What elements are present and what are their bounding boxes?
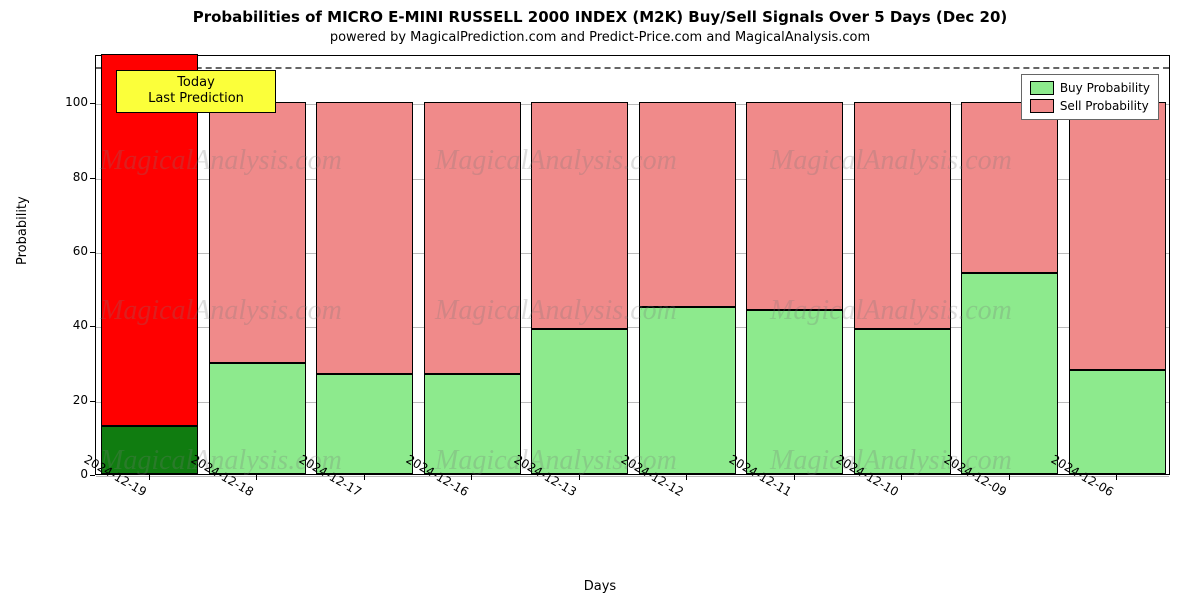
bar — [961, 102, 1058, 474]
bar-sell-segment — [209, 102, 306, 362]
legend-label: Sell Probability — [1060, 97, 1149, 115]
x-axis-label: Days — [0, 579, 1200, 594]
bar — [209, 102, 306, 474]
xtick-mark — [686, 475, 687, 480]
legend-label: Buy Probability — [1060, 79, 1150, 97]
bar-buy-segment — [1069, 370, 1166, 474]
xtick-mark — [471, 475, 472, 480]
ytick-mark — [90, 252, 95, 253]
bar-sell-segment — [746, 102, 843, 310]
xtick-mark — [794, 475, 795, 480]
bar-buy-segment — [639, 307, 736, 474]
bar — [1069, 102, 1166, 474]
today-annotation: TodayLast Prediction — [116, 70, 276, 113]
legend-item: Buy Probability — [1030, 79, 1150, 97]
bar — [101, 54, 198, 474]
bar — [424, 102, 521, 474]
xtick-mark — [256, 475, 257, 480]
legend-swatch — [1030, 99, 1054, 113]
chart-title: Probabilities of MICRO E-MINI RUSSELL 20… — [0, 8, 1200, 26]
ytick-mark — [90, 326, 95, 327]
legend-swatch — [1030, 81, 1054, 95]
legend-item: Sell Probability — [1030, 97, 1150, 115]
bar-sell-segment — [531, 102, 628, 329]
bar — [854, 102, 951, 474]
plot-area: TodayLast Prediction Buy ProbabilitySell … — [95, 55, 1170, 475]
ytick-label: 20 — [48, 393, 88, 407]
bar — [639, 102, 736, 474]
annotation-line: Last Prediction — [127, 91, 265, 107]
ytick-label: 40 — [48, 318, 88, 332]
xtick-mark — [901, 475, 902, 480]
bar-sell-segment — [316, 102, 413, 373]
bar — [316, 102, 413, 474]
bar-sell-segment — [424, 102, 521, 373]
reference-line — [96, 67, 1169, 69]
ytick-label: 100 — [48, 95, 88, 109]
ytick-mark — [90, 401, 95, 402]
xtick-mark — [579, 475, 580, 480]
bar — [746, 102, 843, 474]
chart-subtitle: powered by MagicalPrediction.com and Pre… — [0, 30, 1200, 45]
bar-buy-segment — [961, 273, 1058, 474]
bar-sell-segment — [639, 102, 736, 306]
ytick-mark — [90, 103, 95, 104]
xtick-mark — [1116, 475, 1117, 480]
bar — [531, 102, 628, 474]
ytick-label: 80 — [48, 170, 88, 184]
bar-sell-segment — [1069, 102, 1166, 370]
bar-buy-segment — [746, 310, 843, 474]
bar-sell-segment — [961, 102, 1058, 273]
xtick-mark — [364, 475, 365, 480]
legend: Buy ProbabilitySell Probability — [1021, 74, 1159, 120]
bar-sell-segment — [854, 102, 951, 329]
ytick-mark — [90, 178, 95, 179]
y-axis-label: Probability — [15, 196, 30, 265]
ytick-label: 0 — [48, 467, 88, 481]
ytick-mark — [90, 475, 95, 476]
xtick-mark — [149, 475, 150, 480]
xtick-mark — [1009, 475, 1010, 480]
ytick-label: 60 — [48, 244, 88, 258]
chart-container: Probabilities of MICRO E-MINI RUSSELL 20… — [0, 0, 1200, 600]
annotation-line: Today — [127, 75, 265, 91]
